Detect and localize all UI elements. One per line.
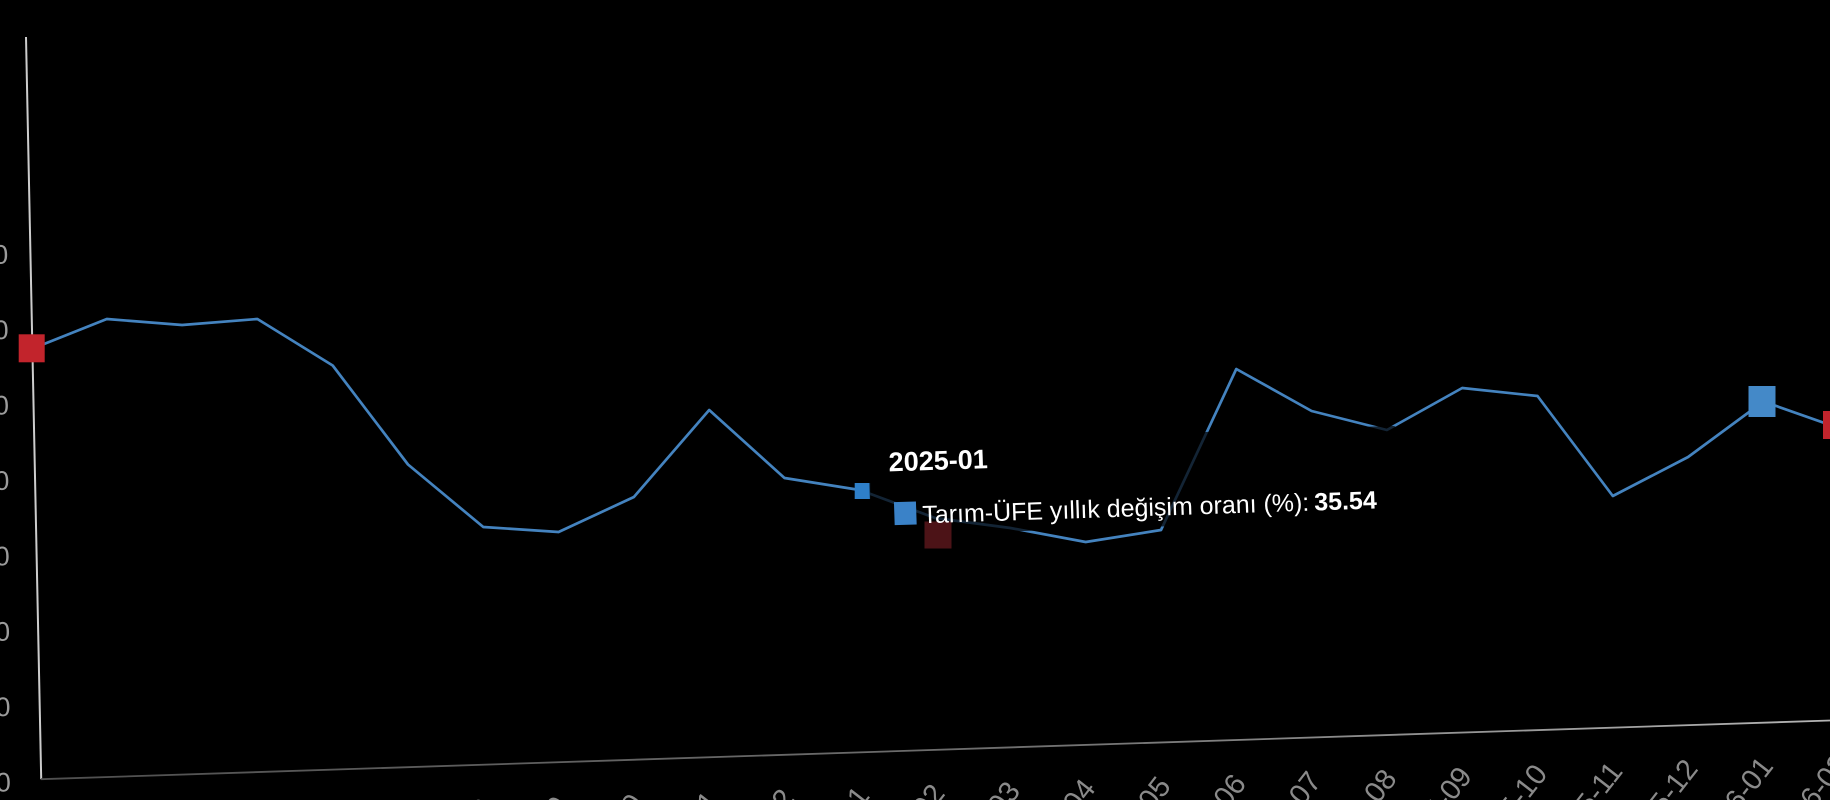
svg-text:2025-01: 2025-01 (888, 444, 988, 477)
svg-text:0: 0 (0, 240, 9, 270)
svg-text:0: 0 (0, 315, 9, 345)
svg-text:35.54: 35.54 (1314, 486, 1378, 516)
svg-text:0: 0 (0, 767, 11, 797)
svg-text:0: 0 (0, 541, 10, 571)
svg-text:0: 0 (0, 692, 11, 722)
svg-text:0: 0 (0, 466, 10, 496)
svg-text:0: 0 (0, 390, 9, 420)
svg-text:0: 0 (0, 617, 11, 647)
